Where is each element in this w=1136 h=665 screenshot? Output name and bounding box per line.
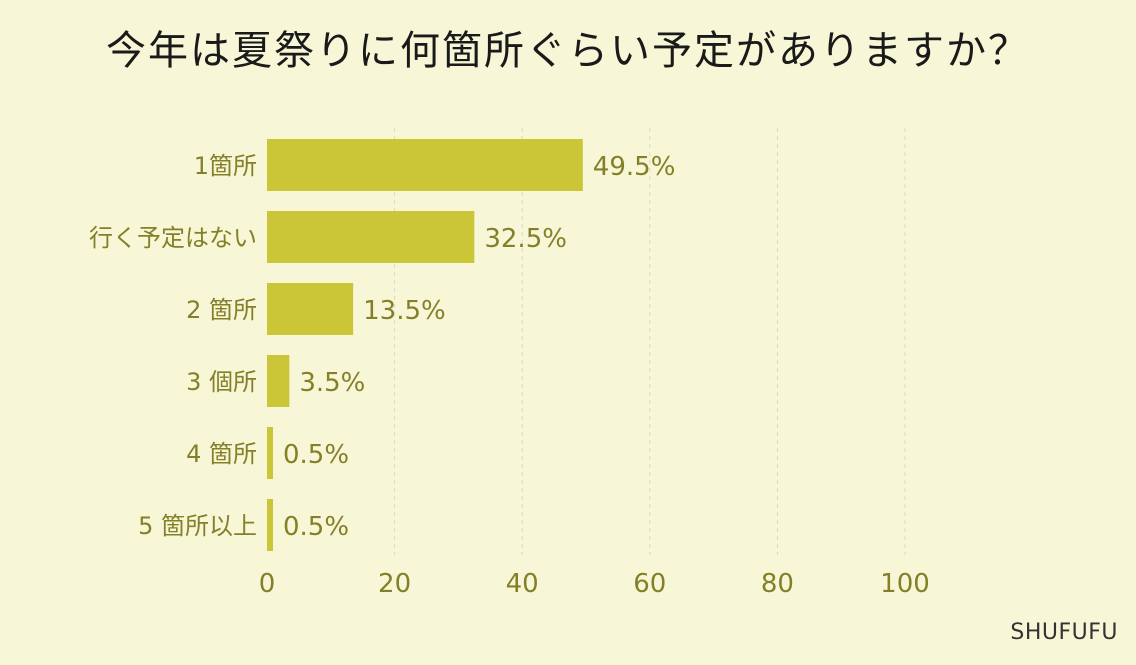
bar (267, 139, 583, 191)
bar (267, 355, 290, 407)
value-label: 32.5% (484, 224, 567, 254)
category-label: 5 箇所以上 (138, 512, 257, 540)
x-tick-label: 60 (633, 569, 666, 599)
bars (267, 139, 583, 551)
source-credit: SHUFUFU (1010, 620, 1118, 645)
category-label: 1箇所 (194, 152, 257, 180)
bar (267, 283, 354, 335)
value-label: 0.5% (283, 512, 349, 542)
x-axis-ticks: 0 20 40 60 80 100 (259, 569, 930, 599)
value-label: 0.5% (283, 440, 349, 470)
chart-title: 今年は夏祭りに何箇所ぐらい予定がありますか？ (106, 28, 1030, 74)
category-label: 行く予定はない (89, 224, 257, 252)
x-tick-label: 100 (880, 569, 930, 599)
category-label: 4 箇所 (186, 440, 257, 468)
x-tick-label: 40 (506, 569, 539, 599)
x-tick-label: 0 (259, 569, 276, 599)
value-label: 3.5% (299, 368, 365, 398)
bar (267, 499, 273, 551)
value-label: 49.5% (593, 152, 676, 182)
x-tick-label: 20 (378, 569, 411, 599)
x-tick-label: 80 (761, 569, 794, 599)
value-label: 13.5% (363, 296, 446, 326)
value-labels: 49.5% 32.5% 13.5% 3.5% 0.5% 0.5% (283, 152, 675, 542)
bar (267, 211, 475, 263)
category-label: 3 個所 (186, 368, 257, 396)
category-label: 2 箇所 (186, 296, 257, 324)
grid-lines (394, 128, 906, 555)
bar (267, 427, 273, 479)
